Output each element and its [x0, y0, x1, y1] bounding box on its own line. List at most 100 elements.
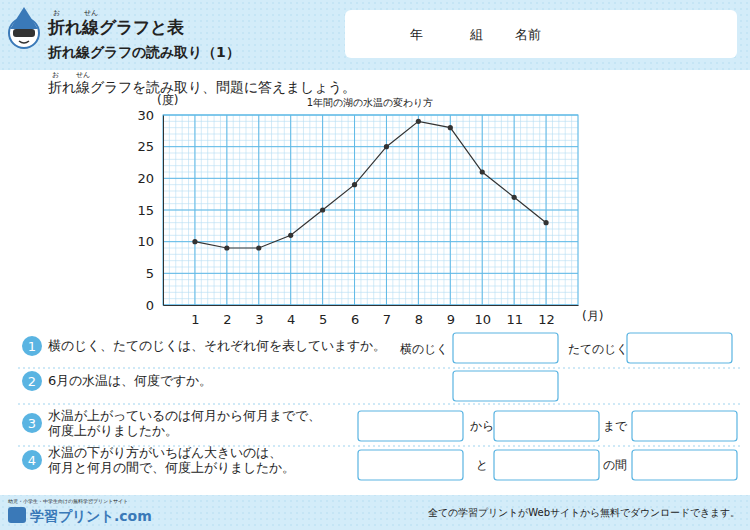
chart: 051015202530123456789101112(度)(月)1年間の湖の水… [137, 93, 603, 327]
answer-box[interactable] [494, 450, 599, 480]
name-field-label: 年 [410, 27, 423, 42]
minor-grid-line [163, 298, 578, 299]
page: 折れ線グラフと表おせん折れ線グラフの読み取り（1）年組名前折れ線グラフを読み取り… [0, 0, 750, 530]
answer-box[interactable] [358, 450, 463, 480]
tick: 10 [137, 234, 163, 249]
tick-label: 6 [351, 312, 359, 327]
answer-label: と [476, 458, 488, 472]
tick: 8 [415, 305, 423, 327]
minor-grid-line [163, 286, 578, 287]
question-number-badge [22, 371, 42, 391]
tick: 0 [146, 298, 163, 313]
minor-grid-line [163, 134, 578, 135]
grid-line [163, 146, 578, 147]
line [195, 121, 546, 248]
footer-band [0, 495, 750, 530]
tick-label: 30 [137, 108, 154, 123]
tick-label: 10 [474, 312, 491, 327]
point [288, 233, 293, 238]
minor-grid-line [163, 241, 578, 242]
tick: 10 [474, 305, 491, 327]
minor-grid-line [163, 146, 578, 147]
plot-frame [163, 115, 578, 305]
minor-grid-line [163, 254, 578, 255]
answer-box[interactable] [453, 371, 558, 401]
tick-label: 20 [137, 171, 154, 186]
question-number: 1 [28, 339, 36, 354]
minor-grid-line [163, 140, 578, 141]
point [224, 245, 229, 250]
x-axis: 123456789101112 [164, 305, 579, 327]
tick: 11 [506, 305, 523, 327]
tick-label: 9 [447, 312, 455, 327]
plot-background [163, 115, 578, 305]
axis-line [163, 116, 164, 306]
point [416, 119, 421, 124]
ruby: せん [84, 9, 98, 17]
tick: 1 [191, 305, 199, 327]
name-field-label: 名前 [515, 27, 541, 42]
header-subtitle: 折れ線グラフの読み取り（1） [47, 44, 240, 60]
answer-box[interactable] [358, 411, 463, 441]
footer-note: 全ての学習プリントがWebサイトから無料でダウンロードできます。 [428, 507, 740, 518]
axis-line [164, 305, 579, 306]
tick: 5 [319, 305, 327, 327]
tick-label: 2 [223, 312, 231, 327]
minor-grid-line [163, 127, 578, 128]
minor-grid-line [163, 191, 578, 192]
footer-logo: 学習プリント.com [30, 508, 152, 524]
minor-grid-line [163, 292, 578, 293]
point [543, 220, 548, 225]
minor-grid-line [163, 153, 578, 154]
tick-label: 8 [415, 312, 423, 327]
point [480, 169, 485, 174]
question-number: 3 [28, 416, 36, 431]
question-number-badge [22, 413, 42, 433]
tick: 2 [223, 305, 231, 327]
tick: 30 [137, 108, 163, 123]
question-number-badge [22, 450, 42, 470]
tick-label: 5 [319, 312, 327, 327]
tick: 3 [255, 305, 263, 327]
grid-line [163, 178, 578, 179]
tick: 12 [538, 305, 555, 327]
tick: 15 [137, 203, 163, 218]
chart-title: 1年間の湖の水温の変わり方 [307, 97, 433, 108]
point [448, 125, 453, 130]
minor-grid-line [163, 178, 578, 179]
header-band [0, 0, 750, 70]
separator [18, 368, 740, 369]
ruby: せん [76, 71, 90, 79]
minor-grid-line [163, 121, 578, 122]
logo-icon [8, 507, 26, 523]
tick: 7 [383, 305, 391, 327]
tick-label: 5 [146, 266, 154, 281]
minor-grid-line [163, 267, 578, 268]
grid [163, 115, 578, 305]
answer-box[interactable] [632, 411, 737, 441]
tick-label: 25 [137, 139, 154, 154]
name-box [345, 10, 737, 58]
tick-label: 7 [383, 312, 391, 327]
point [192, 239, 197, 244]
tick-label: 4 [287, 312, 295, 327]
mascot-icon [9, 7, 39, 48]
answer-label: まで [603, 419, 628, 433]
minor-grid-line [163, 260, 578, 261]
minor-grid-line [163, 172, 578, 173]
answer-box[interactable] [494, 411, 599, 441]
answer-box[interactable] [632, 450, 737, 480]
minor-grid-line [163, 279, 578, 280]
answer-box[interactable] [627, 333, 732, 363]
point [352, 182, 357, 187]
y-axis-title: (度) [157, 93, 178, 107]
series [192, 119, 548, 251]
minor-grid-line [163, 229, 578, 230]
header: 折れ線グラフと表おせん折れ線グラフの読み取り（1）年組名前 [9, 7, 737, 60]
minor-grid-line [163, 235, 578, 236]
question-number: 2 [28, 374, 36, 389]
minor-grid-line [163, 159, 578, 160]
footer-tagline: 幼児・小学生・中学生向けの無料学習プリントサイト [8, 498, 128, 504]
answer-box[interactable] [453, 333, 558, 363]
minor-grid-line [163, 203, 578, 204]
